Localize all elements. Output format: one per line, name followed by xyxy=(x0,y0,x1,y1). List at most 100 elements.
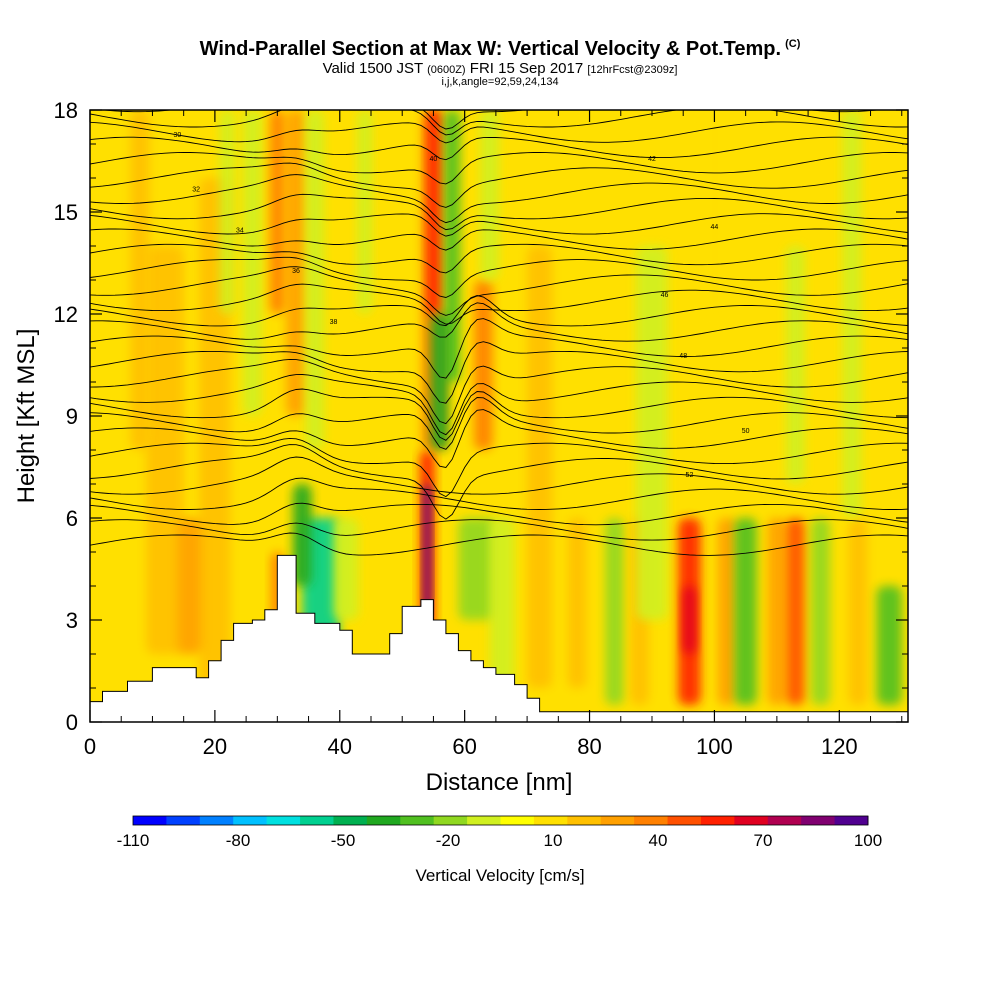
theta-contour xyxy=(90,397,908,450)
theta-contour xyxy=(90,152,908,185)
theta-contour xyxy=(90,341,908,404)
colorbar-tick-label: 100 xyxy=(854,831,882,850)
x-tick-label: 100 xyxy=(696,734,733,759)
y-axis-label: Height [Kft MSL] xyxy=(13,329,40,504)
theta-contour xyxy=(100,110,881,130)
subtitle-valid: Valid 1500 JST xyxy=(322,60,423,77)
colorbar-swatch xyxy=(767,816,802,825)
contour-label: 52 xyxy=(686,472,694,479)
velocity-cell xyxy=(458,518,496,620)
colorbar-tick-label: 10 xyxy=(544,831,563,850)
colorbar: -110 -80 -50 -20 10 40 70 100 xyxy=(117,815,882,850)
title-text: Wind-Parallel Section at Max W: Vertical… xyxy=(199,38,782,60)
subtitle-date: FRI 15 Sep 2017 xyxy=(469,60,584,77)
velocity-cell xyxy=(423,484,431,620)
subtitle-zulu: (0600Z) xyxy=(427,64,466,76)
velocity-cell xyxy=(480,110,499,280)
velocity-cell xyxy=(489,518,515,688)
colorbar-tick-label: 40 xyxy=(649,831,668,850)
theta-contour xyxy=(90,228,908,251)
velocity-cell xyxy=(567,518,587,688)
x-tick-label: 80 xyxy=(577,734,601,759)
colorbar-swatch xyxy=(266,816,301,825)
colorbar-swatch xyxy=(233,816,268,825)
velocity-cell xyxy=(219,110,235,314)
theta-contour xyxy=(90,437,908,498)
velocity-cell xyxy=(427,110,440,314)
theta-contour xyxy=(90,502,908,526)
x-tick-label: 60 xyxy=(452,734,476,759)
theta-contour xyxy=(90,256,908,298)
title-mark: (C) xyxy=(785,38,801,51)
colorbar-frame xyxy=(132,815,869,826)
contour-label: 48 xyxy=(679,353,687,360)
theta-contour xyxy=(90,174,908,224)
contour-label: 40 xyxy=(430,156,438,163)
velocity-cell xyxy=(842,110,862,518)
colorbar-swatch xyxy=(634,816,669,825)
velocity-cell xyxy=(701,110,727,314)
colorbar-swatch xyxy=(533,816,568,825)
theta-contour xyxy=(90,295,908,327)
theta-contour xyxy=(90,266,908,316)
y-tick-label: 0 xyxy=(66,710,78,735)
velocity-cell xyxy=(242,110,262,416)
colorbar-swatch xyxy=(567,816,602,825)
velocity-cell xyxy=(177,518,203,654)
theta-contour xyxy=(90,358,908,425)
velocity-cell xyxy=(717,518,737,705)
colorbar-swatch xyxy=(500,816,535,825)
velocity-cell xyxy=(357,110,373,314)
x-tick-label: 0 xyxy=(84,734,96,759)
velocity-cell xyxy=(333,518,359,620)
contour-label: 36 xyxy=(292,268,300,275)
colorbar-swatch xyxy=(433,816,468,825)
y-tick-label: 12 xyxy=(54,302,78,327)
colorbar-swatch xyxy=(199,816,234,825)
theta-contour xyxy=(90,243,908,274)
theta-contour xyxy=(90,136,908,161)
theta-contour xyxy=(90,444,908,520)
theta-contour xyxy=(90,121,908,144)
y-tick-label: 6 xyxy=(66,506,78,531)
velocity-cell xyxy=(146,246,184,654)
x-tick-label: 40 xyxy=(328,734,352,759)
contour-label: 34 xyxy=(236,227,244,234)
velocity-cell xyxy=(786,246,805,484)
theta-contour xyxy=(90,374,908,436)
contour-label: 50 xyxy=(742,428,750,435)
velocity-cell xyxy=(286,110,307,416)
velocity-cell xyxy=(130,110,150,450)
colorbar-swatch xyxy=(166,816,201,825)
theta-contour xyxy=(90,409,908,468)
colorbar-swatch xyxy=(467,816,501,825)
colorbar-swatch xyxy=(700,816,735,825)
colorbar-label: Vertical Velocity [cm/s] xyxy=(415,866,584,885)
theta-contour xyxy=(90,162,908,208)
theta-contour xyxy=(90,532,908,556)
theta-contour xyxy=(90,388,908,441)
velocity-cell xyxy=(430,314,449,450)
colorbar-swatch xyxy=(366,816,401,825)
y-tick-label: 3 xyxy=(66,608,78,633)
y-tick-label: 9 xyxy=(66,404,78,429)
velocity-cell xyxy=(269,110,285,314)
colorbar-tick-label: -80 xyxy=(226,831,251,850)
theta-contour xyxy=(90,213,908,237)
x-tick-label: 120 xyxy=(821,734,858,759)
velocity-cell xyxy=(734,518,757,705)
colorbar-tick-label: 70 xyxy=(754,831,773,850)
colorbar-swatch xyxy=(300,816,334,825)
velocity-cell xyxy=(305,110,325,450)
velocity-cell xyxy=(605,518,624,705)
velocity-field xyxy=(90,110,908,722)
colorbar-swatch xyxy=(834,816,869,825)
velocity-cell xyxy=(876,586,902,705)
colorbar-swatch xyxy=(600,816,635,825)
velocity-cell xyxy=(811,518,830,705)
velocity-cell xyxy=(636,246,668,620)
velocity-cell xyxy=(527,246,553,688)
x-axis-label: Distance [nm] xyxy=(426,769,573,796)
velocity-cell xyxy=(474,280,493,450)
